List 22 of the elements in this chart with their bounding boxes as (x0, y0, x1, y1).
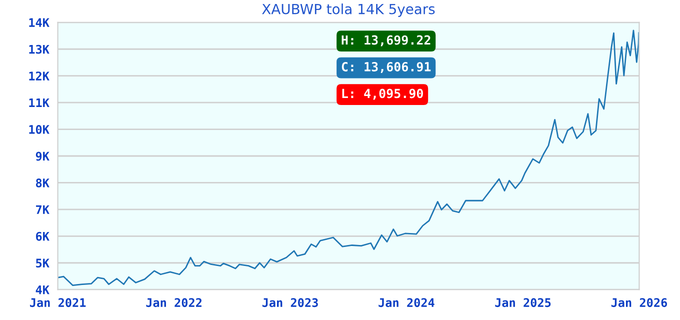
y-tick-label: 12K (29, 72, 50, 80)
x-tick-label: Jan 2023 (262, 298, 318, 308)
annotation: H: 13,699.22 (342, 35, 430, 46)
y-tick-label: 10K (29, 125, 50, 134)
x-tick-label: Jan 2022 (146, 298, 202, 308)
annotation: L: 4,095.90 (342, 88, 423, 100)
x-tick-label: Jan 2024 (378, 298, 434, 308)
y-tick-label: 8K (36, 178, 50, 188)
y-tick-label: 13K (29, 44, 50, 54)
annotation: C: 13,606.91 (342, 62, 431, 74)
x-tick-label: Jan 2021 (30, 298, 86, 308)
y-tick-label: 11K (29, 98, 50, 108)
y-tick-label: 9K (36, 152, 50, 161)
y-tick-label: 7K (36, 205, 50, 214)
y-tick-label: 6K (36, 232, 50, 241)
x-tick-label: Jan 2025 (495, 298, 551, 308)
chart-title: XAUBWP tola 14K 5years (262, 4, 435, 17)
y-tick-label: 14K (29, 18, 50, 27)
x-tick-label: Jan 2026 (611, 298, 667, 308)
line-series (58, 30, 640, 286)
y-tick-label: 4K (36, 285, 50, 294)
y-tick-label: 5K (36, 258, 50, 268)
